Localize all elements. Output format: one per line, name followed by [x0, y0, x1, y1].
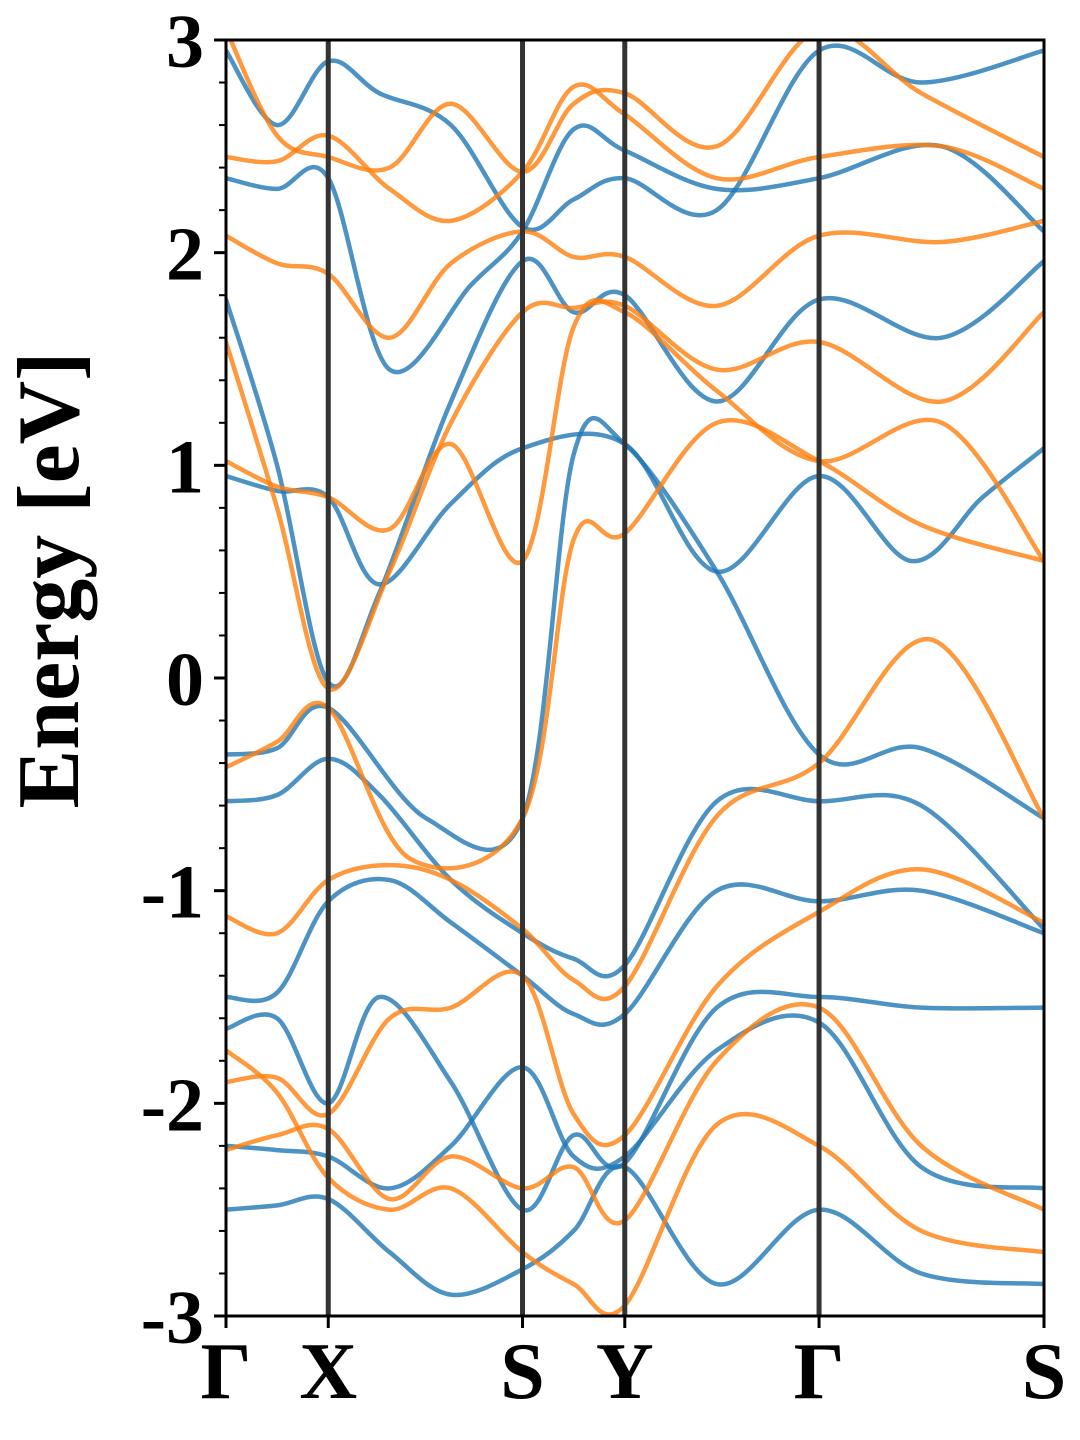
y-tick-label: -3	[141, 1276, 204, 1360]
band-line	[226, 299, 1044, 692]
band-line	[226, 989, 1044, 1213]
x-tick-label: Γ	[201, 1328, 252, 1416]
y-tick-label: 0	[166, 638, 204, 722]
band-line	[226, 756, 1044, 979]
y-axis-label: Energy [eV]	[1, 352, 98, 809]
kpath-lines	[325, 40, 822, 1316]
band-line	[226, 82, 1044, 224]
y-axis: -3 -2 -1 0 1 2 3	[141, 0, 226, 1360]
band-line	[226, 297, 1044, 566]
y-tick-label: 2	[166, 213, 204, 297]
band-line	[226, 218, 1044, 340]
x-tick-label: S	[500, 1328, 545, 1416]
band-line	[226, 637, 1044, 1002]
band-line	[226, 416, 1044, 853]
x-tick-label: X	[299, 1328, 357, 1416]
band-line	[226, 43, 1044, 232]
y-tick-label: 1	[166, 425, 204, 509]
band-line	[226, 256, 1044, 689]
band-line	[226, 867, 1044, 1148]
x-tick-label: Y	[596, 1328, 654, 1416]
y-tick-label: 3	[166, 0, 204, 84]
series-spin_down	[226, 40, 1044, 1316]
band-line	[226, 1001, 1044, 1226]
x-tick-label: Γ	[794, 1328, 845, 1416]
band-line	[226, 1013, 1044, 1191]
band-line	[226, 418, 1044, 871]
bands-layer	[226, 40, 1044, 1316]
x-tick-label: S	[1022, 1328, 1067, 1416]
band-line	[226, 123, 1044, 375]
y-tick-label: -2	[141, 1063, 204, 1147]
band-line	[226, 1163, 1044, 1298]
y-tick-label: -1	[141, 851, 204, 935]
